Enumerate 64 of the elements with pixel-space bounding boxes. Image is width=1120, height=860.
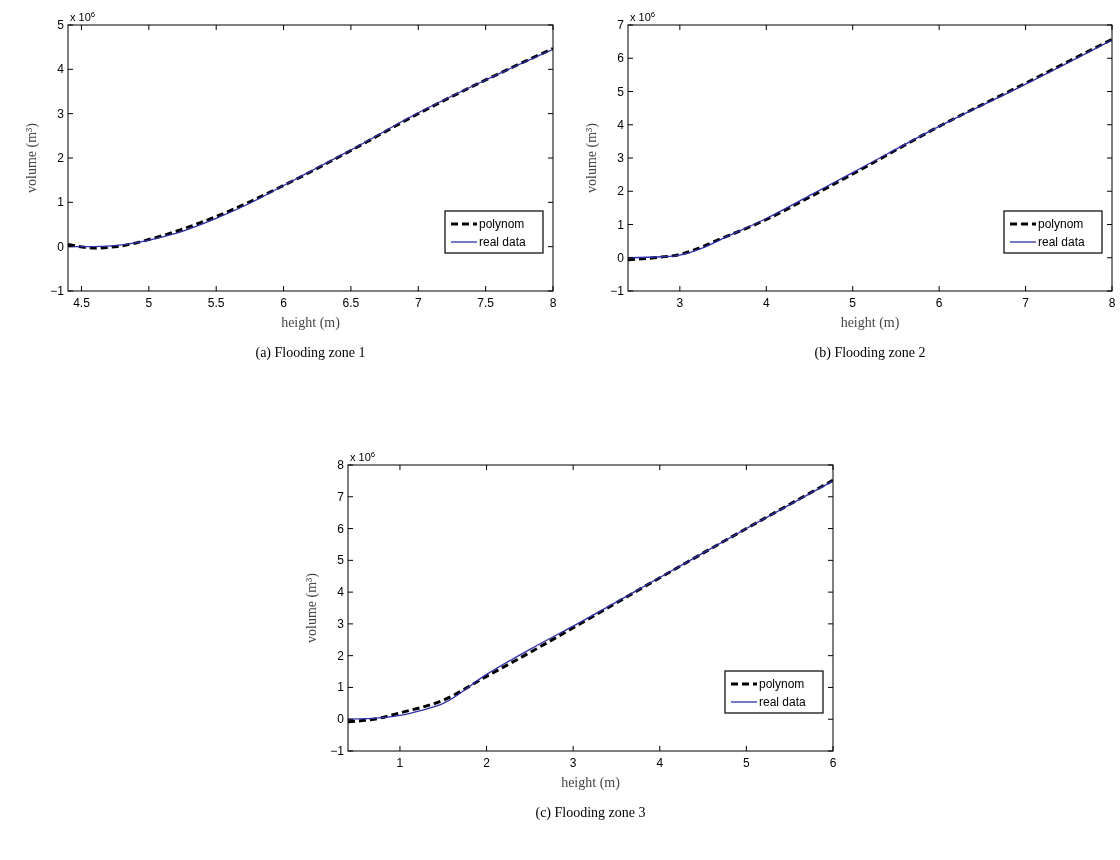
y-tick-label: 8 (337, 458, 345, 472)
x-axis-title: height (m) (840, 315, 900, 331)
y-tick-label: 5 (337, 553, 345, 568)
legend-label: real data (1038, 235, 1086, 249)
y-tick-label: 3 (617, 151, 625, 165)
y-tick-label: 7 (617, 18, 625, 32)
x-tick-label: 8 (549, 296, 557, 310)
y-tick-label: 5 (57, 18, 65, 32)
text: x 10$^{6}$ (350, 449, 376, 463)
y-tick-label: 4 (337, 585, 345, 600)
y-tick-label: 4 (57, 62, 65, 77)
y-tick-label: −1 (610, 284, 625, 298)
y-axis-title: volume (m³) (304, 572, 320, 643)
x-tick-label: 6 (829, 756, 837, 770)
y-tick-label: 2 (337, 648, 345, 663)
legend-label: real data (479, 235, 527, 249)
x-tick-label: 7.5 (477, 296, 495, 310)
y-tick-label: 0 (57, 239, 65, 254)
text: x 10$^{6}$ (70, 9, 96, 23)
x-tick-label: 6.5 (342, 296, 360, 310)
legend-label: real data (759, 695, 807, 709)
y-tick-label: 2 (57, 151, 65, 165)
x-tick-label: 3 (569, 756, 577, 770)
x-tick-label: 6 (280, 296, 288, 310)
x-tick-label: 1 (396, 756, 404, 770)
x-tick-label: 7 (414, 296, 422, 310)
text: (b) Flooding zone 2 (814, 345, 926, 361)
y-tick-label: 5 (617, 84, 625, 99)
x-tick-label: 8 (1108, 296, 1116, 310)
x-tick-label: 5.5 (207, 296, 225, 310)
y-tick-label: 3 (337, 616, 345, 631)
y-tick-label: 2 (617, 184, 625, 199)
x-axis-title: height (m) (561, 775, 621, 791)
x-tick-label: 6 (935, 296, 943, 310)
y-tick-label: 0 (617, 250, 625, 265)
x-tick-label: 4.5 (73, 296, 91, 310)
y-tick-label: 1 (57, 195, 65, 210)
y-axis-title: volume (m³) (24, 122, 40, 193)
y-axis-title: volume (m³) (584, 122, 600, 193)
y-tick-label: 6 (617, 51, 625, 66)
y-tick-label: 1 (617, 217, 625, 232)
x-tick-label: 7 (1022, 296, 1030, 310)
x-tick-label: 3 (676, 296, 684, 310)
y-tick-label: 0 (337, 712, 345, 727)
y-tick-label: 7 (337, 489, 345, 504)
x-tick-label: 5 (743, 756, 751, 770)
x-tick-label: 4 (656, 756, 664, 770)
text: (c) Flooding zone 3 (535, 805, 646, 821)
text: (a) Flooding zone 1 (255, 345, 366, 361)
y-tick-label: −1 (50, 284, 65, 298)
y-tick-label: −1 (330, 744, 345, 758)
x-tick-label: 4 (762, 296, 770, 310)
y-tick-label: 1 (337, 680, 345, 695)
text: x 10$^{6}$ (630, 9, 656, 23)
y-tick-label: 3 (57, 106, 65, 121)
legend-label: polynom (1038, 217, 1084, 231)
x-tick-label: 5 (849, 296, 857, 310)
y-tick-label: 6 (337, 521, 345, 536)
x-tick-label: 2 (483, 756, 491, 770)
legend-label: polynom (479, 217, 525, 231)
x-tick-label: 5 (145, 296, 153, 310)
legend-label: polynom (759, 677, 805, 691)
y-tick-label: 4 (617, 117, 625, 132)
x-axis-title: height (m) (281, 315, 341, 331)
